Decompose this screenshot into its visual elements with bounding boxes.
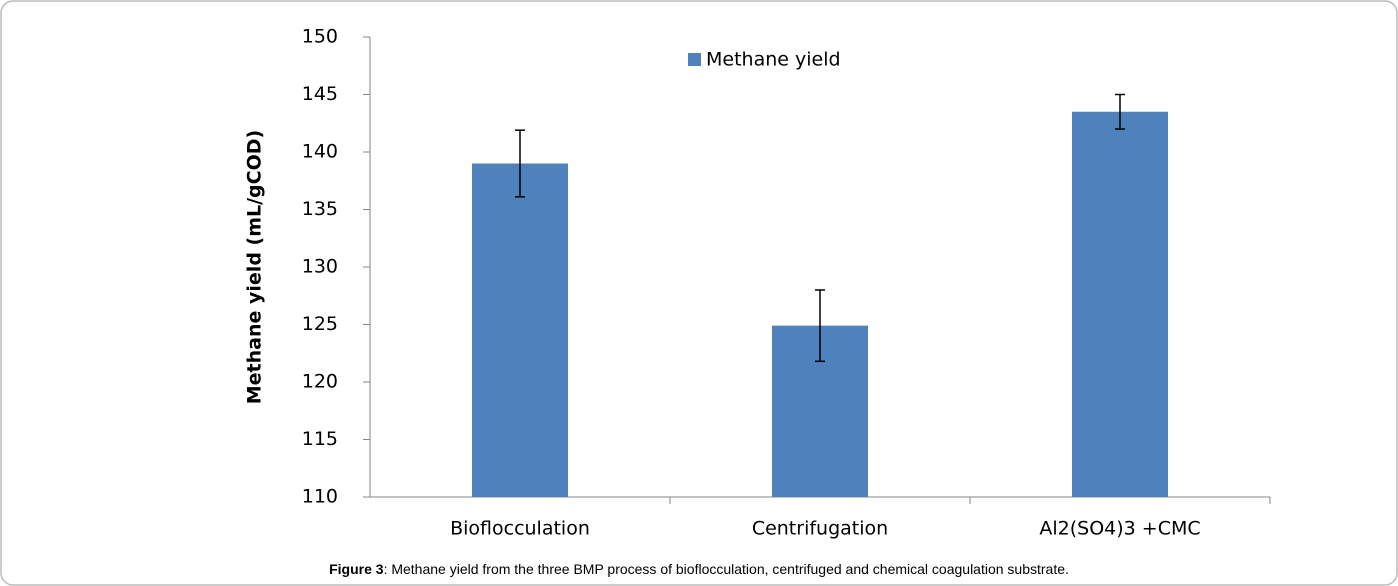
y-tick-label: 110 <box>302 486 338 508</box>
caption-label: Figure 3 <box>329 561 384 577</box>
legend-swatch <box>688 53 701 66</box>
caption: Figure 3: Methane yield from the three B… <box>329 561 1069 577</box>
error-bar <box>815 289 825 363</box>
y-tick-label: 150 <box>302 26 338 48</box>
legend-label: Methane yield <box>706 49 841 71</box>
x-tick-label: Centrifugation <box>752 518 888 540</box>
x-tick-label: Bioflocculation <box>450 518 590 540</box>
y-tick-label: 140 <box>302 141 338 163</box>
x-tick-label: Al2(SO4)3 +CMC <box>1039 518 1200 540</box>
y-tick-label: 145 <box>302 83 338 105</box>
bar <box>472 163 568 497</box>
y-tick-label: 115 <box>302 428 338 450</box>
error-bar <box>515 129 525 198</box>
y-tick-label: 135 <box>302 198 338 220</box>
y-tick-label: 125 <box>302 313 338 335</box>
y-axis-label: Methane yield (mL/gCOD) <box>244 130 266 404</box>
caption-text: : Methane yield from the three BMP proce… <box>384 561 1069 577</box>
error-bar <box>1115 93 1125 130</box>
y-tick-label: 130 <box>302 256 338 278</box>
bar <box>1072 111 1168 497</box>
y-tick-label: 120 <box>302 371 338 393</box>
